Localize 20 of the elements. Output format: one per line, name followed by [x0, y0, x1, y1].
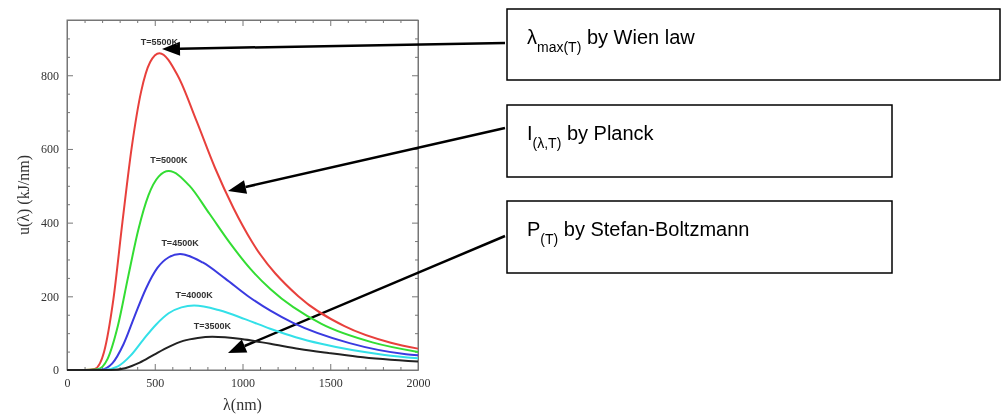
series-label: T=3500K [193, 320, 232, 331]
series-label: T=4000K [175, 289, 214, 300]
x-tick-label: 2000 [406, 375, 431, 390]
y-tick-label: 600 [41, 142, 59, 157]
text: I$_{(λ,T)}$ by Planck [527, 122, 655, 151]
x-axis-title: λ(nm) [223, 396, 262, 414]
text: P$_{(T)}$ by Stefan-Boltzmann [527, 218, 750, 247]
y-axis-title: u(λ) (kJ/nm) [15, 154, 33, 236]
y-tick-label: 200 [41, 289, 59, 304]
y-tick-label: 400 [41, 215, 59, 230]
x-tick-label: 1000 [231, 375, 255, 390]
series-label: T=4500K [161, 237, 200, 248]
x-tick-label: 1500 [318, 375, 343, 390]
series-label: T=5500K [140, 37, 179, 48]
x-tick-label: 500 [146, 375, 165, 390]
text: λ$_{max(T)}$ by Wien law [527, 26, 696, 55]
y-tick-label: 0 [53, 363, 59, 378]
y-tick-label: 800 [41, 68, 59, 83]
series-label: T=5000K [150, 155, 188, 166]
x-tick-label: 0 [64, 375, 71, 390]
